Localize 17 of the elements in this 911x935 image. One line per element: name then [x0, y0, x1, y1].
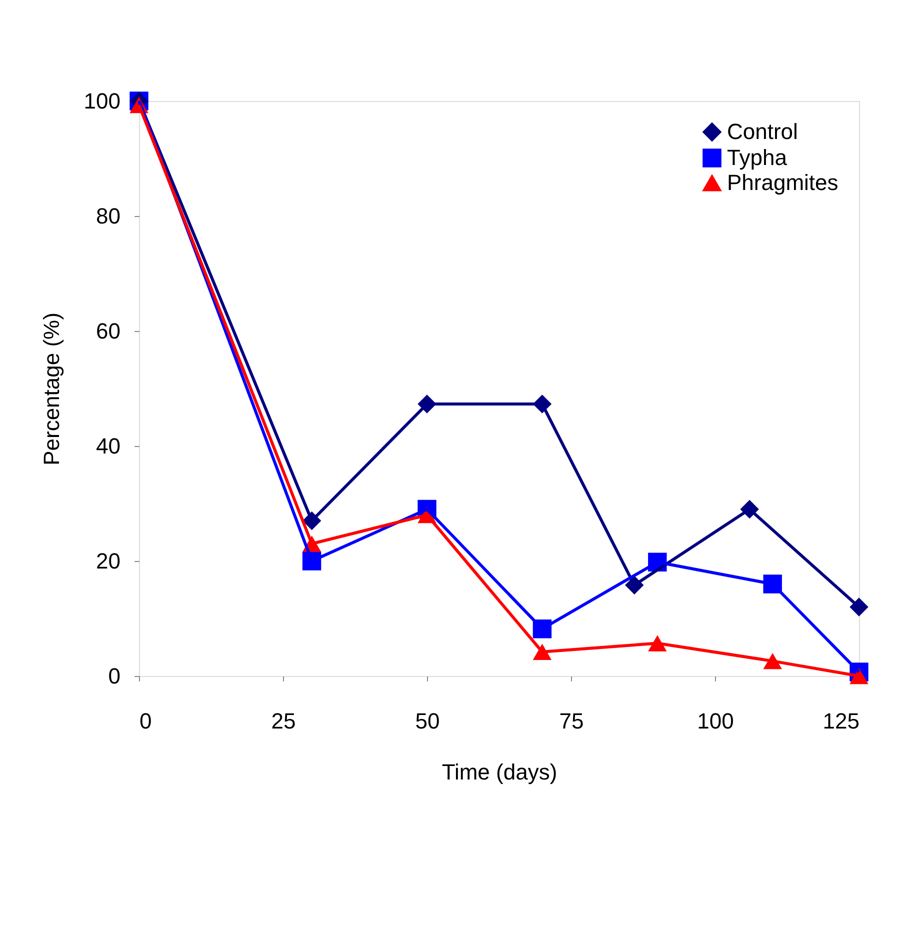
x-axis-title: Time (days) [442, 760, 558, 784]
x-tick-label: 50 [415, 708, 440, 734]
x-tick-label: 25 [271, 708, 296, 734]
legend-label: Control [727, 119, 798, 144]
x-tick-label: 100 [697, 708, 734, 734]
y-tick-label: 20 [96, 548, 120, 574]
x-tick-label: 75 [559, 708, 584, 734]
x-tick-label: 0 [140, 708, 152, 734]
y-tick-label: 0 [108, 664, 120, 688]
y-axis-title: Percentage (%) [38, 312, 64, 466]
y-tick-label: 60 [96, 318, 120, 344]
y-tick-label: 100 [84, 88, 120, 114]
legend-label: Phragmites [727, 170, 838, 195]
y-tick-label: 40 [96, 434, 120, 458]
legend-label: Typha [727, 145, 788, 170]
x-tick-label: 125 [822, 708, 860, 734]
y-tick-label: 80 [96, 204, 120, 228]
